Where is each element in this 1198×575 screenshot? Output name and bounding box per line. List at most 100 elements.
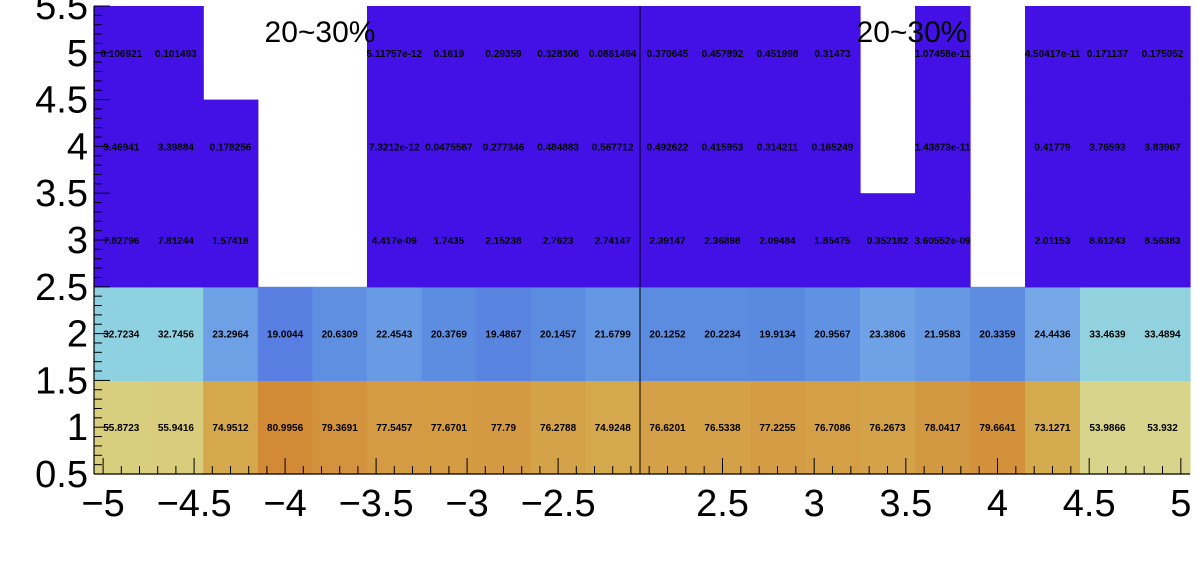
x-tick-label: −4: [263, 483, 306, 525]
cell-value-label: 76.2673: [869, 423, 906, 434]
cell-value-label: 4.50417e-11: [1025, 49, 1081, 60]
cell-value-label: 20.6309: [322, 330, 359, 341]
heatmap-cell: [915, 193, 971, 288]
heatmap-panel-left: 55.8723 55.9416 74.9512 80.9956 79.3691 77.54…: [81, 6, 641, 525]
cell-value-label: 0.0475567: [425, 142, 473, 153]
heatmap-cell: [203, 193, 259, 288]
cell-value-label: 1.07458e-11: [915, 49, 971, 60]
heatmap-cell: [585, 193, 641, 288]
heatmap-cell: [1135, 286, 1191, 381]
x-tick-label: −5: [81, 483, 124, 525]
cell-value-label: 73.1271: [1034, 423, 1071, 434]
heatmap-cell: [1080, 286, 1136, 381]
y-tick-label: 4.5: [35, 80, 88, 122]
cell-value-label: 0.415953: [702, 142, 744, 153]
cell-value-label: 77.2255: [759, 423, 796, 434]
cell-value-label: 1.7435: [434, 236, 465, 247]
cell-value-label: 2.36898: [704, 236, 741, 247]
heatmap-cell: [695, 99, 751, 194]
y-tick-label: 3.5: [35, 173, 88, 215]
cell-value-label: 20.1252: [649, 330, 686, 341]
cell-value-label: 24.4436: [1034, 330, 1071, 341]
x-tick-label: 3.5: [879, 483, 932, 525]
heatmap-cell: [1135, 99, 1191, 194]
x-tick-label: 5: [1170, 483, 1191, 525]
cell-value-label: 0.492622: [647, 142, 689, 153]
cell-value-label: 22.4543: [376, 330, 413, 341]
cell-value-label: 74.9512: [212, 423, 249, 434]
cell-value-label: 1.43873e-11: [915, 142, 971, 153]
cell-value-label: 0.41779: [1034, 142, 1071, 153]
cell-value-label: 33.4894: [1144, 330, 1181, 341]
y-tick-label: 5.5: [35, 0, 88, 28]
heatmap-cell: [1135, 380, 1191, 475]
cell-value-label: 7.3212e-12: [369, 142, 420, 153]
heatmap-cell: [1025, 286, 1081, 381]
heatmap-cell: [367, 286, 423, 381]
heatmap-cell: [860, 380, 916, 475]
cell-value-label: 7.81244: [158, 236, 195, 247]
heatmap-cell: [148, 193, 204, 288]
cell-value-label: 0.106921: [100, 49, 142, 60]
heatmap-cell: [915, 99, 971, 194]
heatmap-cell: [367, 99, 423, 194]
heatmap-cell: [148, 286, 204, 381]
cell-value-label: 0.277346: [483, 142, 525, 153]
cell-value-label: 19.0044: [267, 330, 304, 341]
heatmap-cell: [257, 286, 313, 381]
cell-value-label: 55.8723: [103, 423, 140, 434]
heatmap-cell: [203, 380, 259, 475]
heatmap-cell: [640, 286, 696, 381]
heatmap-cell: [476, 193, 532, 288]
heatmap-cell: [476, 286, 532, 381]
cell-value-label: 0.31473: [814, 49, 851, 60]
cell-value-label: 0.171137: [1087, 49, 1129, 60]
cell-value-label: 77.79: [491, 423, 516, 434]
cell-value-label: 76.5338: [704, 423, 741, 434]
cell-value-label: 0.352182: [867, 236, 909, 247]
cell-value-label: 3.83967: [1144, 142, 1181, 153]
panel-title-right: 20~30%: [857, 16, 968, 49]
y-tick-label: 1.5: [35, 360, 88, 402]
y-tick-label: 5: [67, 33, 88, 75]
cell-value-label: 20.9567: [814, 330, 851, 341]
cell-value-label: 21.9583: [924, 330, 961, 341]
heatmap-cell: [805, 193, 861, 288]
cell-value-label: 0.457892: [702, 49, 744, 60]
heatmap-cell: [312, 380, 368, 475]
heatmap-cell: [1135, 6, 1191, 101]
heatmap-cell: [585, 6, 641, 101]
heatmap-cell: [585, 380, 641, 475]
heatmap-cell: [750, 6, 806, 101]
cell-value-label: 0.0861494: [589, 49, 637, 60]
y-tick-label: 3: [67, 220, 88, 262]
cell-value-label: 23.2964: [212, 330, 249, 341]
heatmap-cell: [1080, 99, 1136, 194]
cell-value-label: 3.60552e-09: [914, 236, 971, 247]
heatmap-cell: [750, 99, 806, 194]
cell-value-label: 0.484883: [537, 142, 579, 153]
cell-value-label: 3.46941: [103, 142, 140, 153]
y-tick-label: 1: [67, 407, 88, 449]
heatmap-cell: [421, 193, 477, 288]
cell-value-label: 53.9866: [1089, 423, 1126, 434]
cell-value-label: 2.01153: [1035, 236, 1071, 247]
panel-title-left: 20~30%: [265, 16, 376, 49]
heatmap-cell: [750, 380, 806, 475]
heatmap-cell: [421, 99, 477, 194]
heatmap-cell: [860, 193, 916, 288]
heatmap-cell: [695, 193, 751, 288]
y-tick-label: 0.5: [35, 454, 88, 496]
y-tick-label: 4: [67, 126, 88, 168]
cell-value-label: 2.74147: [595, 236, 632, 247]
heatmap-cell: [585, 99, 641, 194]
cell-value-label: 8.56383: [1144, 236, 1181, 247]
heatmap-cell: [367, 6, 423, 101]
cell-value-label: 0.165249: [812, 142, 854, 153]
cell-value-label: 79.3691: [322, 423, 359, 434]
cell-value-label: 77.5457: [376, 423, 413, 434]
cell-value-label: 76.6201: [649, 423, 686, 434]
heatmap-cell: [585, 286, 641, 381]
cell-value-label: 0.29359: [485, 49, 522, 60]
